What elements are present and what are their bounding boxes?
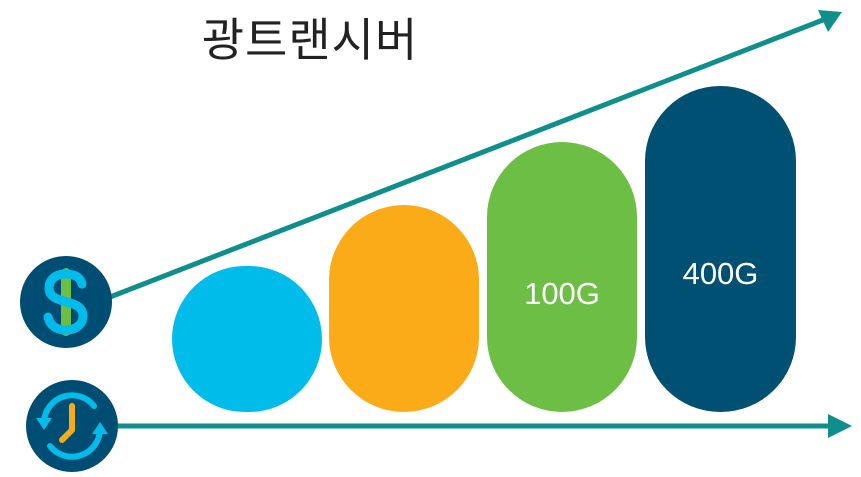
- cost-growth-arrowhead: [818, 10, 842, 32]
- stage-2-pill: [329, 205, 479, 412]
- stage-1-circle: [172, 266, 322, 412]
- stage-4-pill: 400G: [645, 86, 796, 412]
- stage-4-label: 400G: [682, 256, 759, 291]
- dollar-icon: [18, 254, 114, 350]
- diagram-title: 광트랜시버: [201, 13, 419, 67]
- clock-refresh-icon: [24, 378, 120, 472]
- time-axis-arrowhead: [828, 414, 852, 438]
- stage-3-label: 100G: [524, 276, 600, 311]
- cost-growth-arrow: [109, 15, 829, 300]
- stage-3-pill: 100G: [487, 142, 637, 412]
